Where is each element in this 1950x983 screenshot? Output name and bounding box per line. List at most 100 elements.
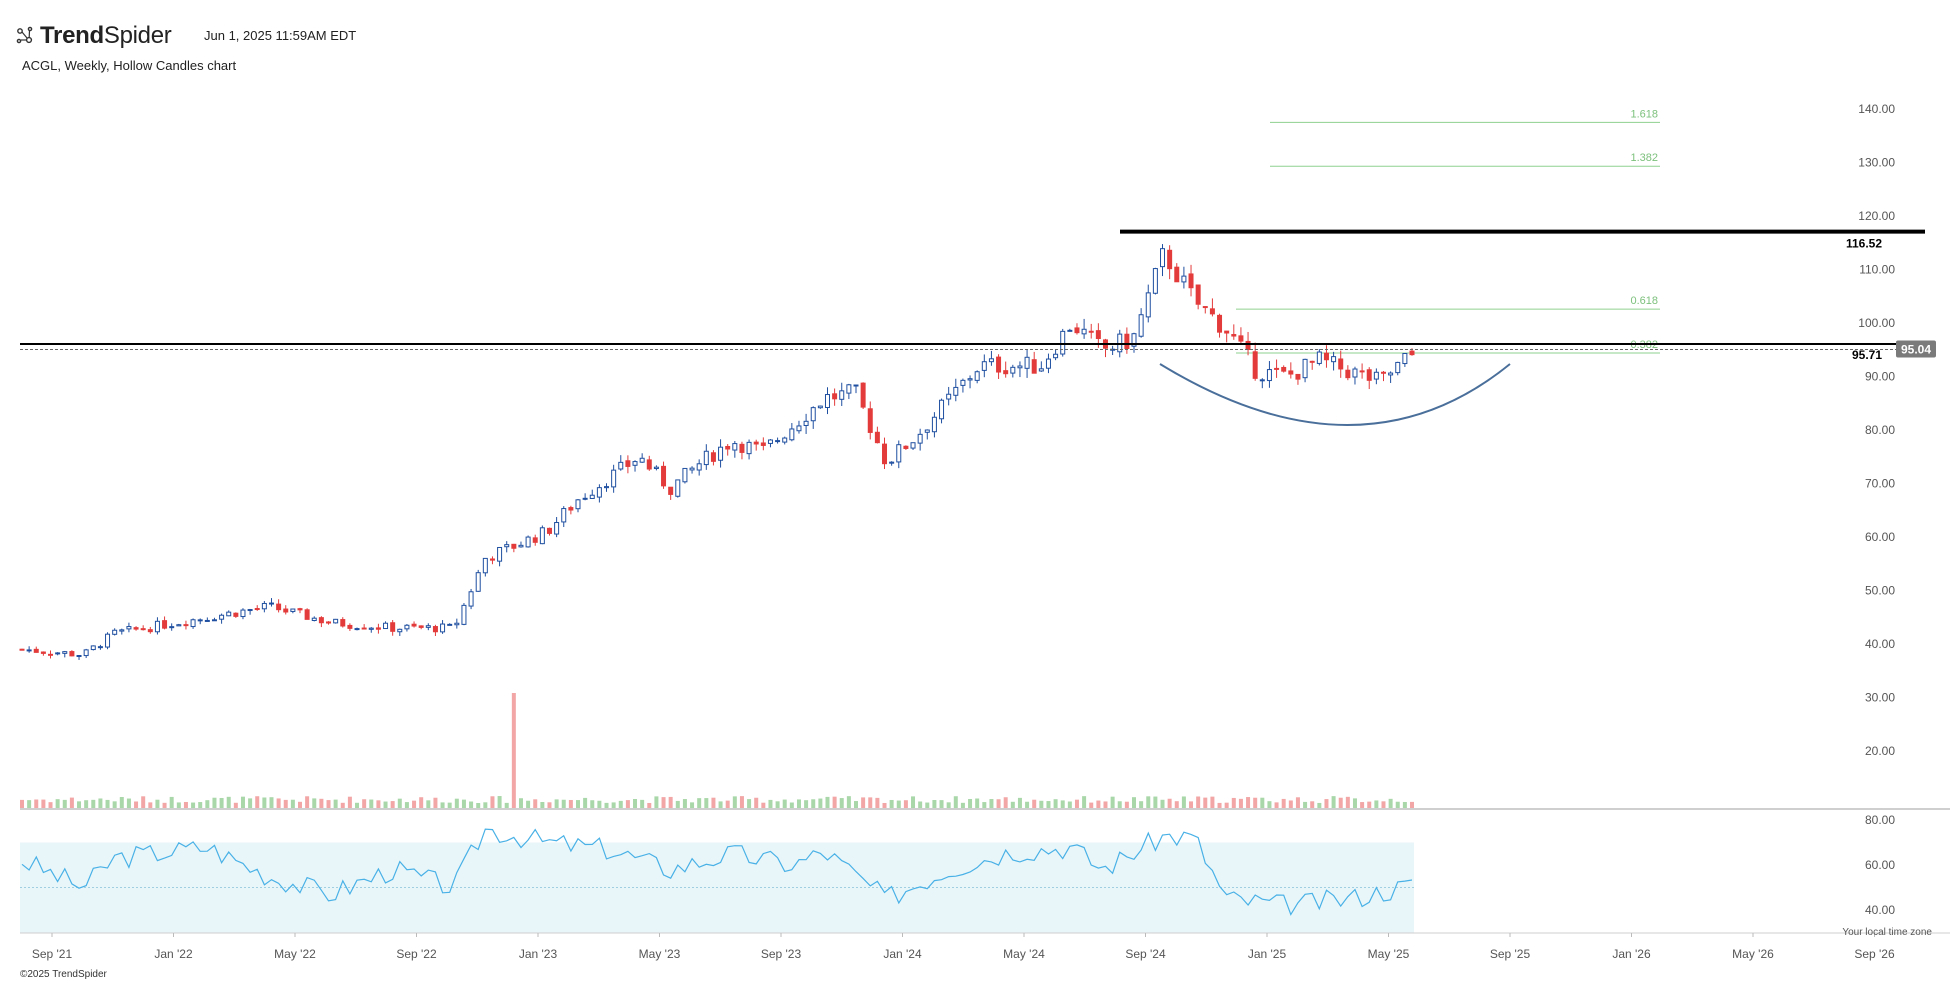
candle-body (988, 358, 994, 363)
volume-bar (77, 801, 82, 808)
candle-body (817, 405, 823, 409)
candle-body (261, 602, 267, 610)
volume-bar (854, 801, 858, 808)
volume-bar (212, 797, 217, 808)
volume-bar (839, 798, 844, 808)
volume-bar (290, 799, 295, 808)
candle-body (383, 622, 389, 630)
volume-bar (412, 800, 417, 808)
price-tick-label: 50.00 (1865, 584, 1895, 598)
candle-body (1352, 368, 1358, 378)
volume-bar (611, 802, 616, 808)
brand-name: TrendSpider (40, 22, 172, 49)
volume-bar (483, 802, 488, 808)
candle-body (397, 628, 403, 633)
rsi-tick-label: 80.00 (1865, 813, 1895, 827)
volume-bar (1189, 801, 1194, 808)
volume-bar (796, 799, 801, 808)
candle-body (853, 384, 859, 387)
candle-body (1409, 350, 1415, 356)
volume-bar (996, 799, 1001, 808)
volume-bar (1067, 801, 1072, 808)
volume-bar (911, 796, 916, 808)
candle-body (1209, 308, 1215, 315)
time-tick-label: Jan '22 (154, 947, 193, 961)
candle-body (432, 626, 438, 633)
volume-bar (1324, 799, 1329, 808)
volume-bar (925, 802, 930, 808)
candle-body (1231, 334, 1237, 337)
volume-bar (1253, 797, 1258, 808)
volume-bar (126, 798, 131, 808)
candle-body (1088, 330, 1094, 333)
candle-body (675, 479, 681, 497)
time-tick-label: May '25 (1368, 947, 1410, 961)
candle-body (917, 433, 923, 444)
volume-bar (1139, 801, 1144, 808)
candle-body (1323, 352, 1329, 361)
volume-bar (1124, 801, 1129, 808)
fib-level-label: 1.382 (1630, 152, 1658, 164)
volume-bar (782, 799, 787, 808)
volume-bar (1217, 802, 1222, 808)
candle-body (546, 527, 552, 534)
volume-bar (1167, 798, 1172, 808)
candle-body (710, 452, 716, 462)
candle-body (90, 645, 96, 651)
volume-bar (1274, 802, 1279, 808)
candle-body (276, 603, 282, 611)
volume-bar (597, 800, 602, 808)
candle-body (347, 624, 353, 629)
volume-bar (476, 802, 481, 808)
volume-bar (1160, 799, 1165, 808)
volume-bar (1410, 801, 1414, 808)
candle-body (226, 611, 232, 617)
volume-bar (191, 802, 196, 808)
fib-level-label: 0.382 (1630, 339, 1658, 351)
candle-body (1259, 379, 1265, 382)
candle-body (268, 602, 274, 605)
candle-body (1388, 372, 1394, 376)
volume-bar (454, 798, 459, 808)
volume-bar (112, 801, 117, 808)
candle-body (668, 486, 674, 495)
time-tick-label: Sep '23 (761, 947, 802, 961)
candle-body (568, 507, 574, 511)
candle-body (703, 450, 709, 466)
candle-body (240, 609, 246, 618)
trendspider-logo[interactable]: TrendSpider (14, 22, 172, 50)
candle-body (946, 393, 952, 400)
cup-pattern-arc (1159, 363, 1511, 426)
volume-bar (340, 802, 345, 808)
candle-body (582, 497, 588, 500)
volume-bar (69, 797, 74, 808)
volume-bar (989, 799, 994, 808)
candle-body (233, 612, 239, 617)
volume-bar (1367, 801, 1372, 808)
candle-body (1181, 275, 1187, 283)
time-tick-label: Jan '23 (519, 947, 558, 961)
candle-body (1074, 327, 1080, 334)
price-tick-label: 40.00 (1865, 637, 1895, 651)
volume-bar (440, 802, 445, 808)
candle-body (1309, 360, 1315, 363)
candle-body (896, 444, 902, 463)
volume-bar (447, 802, 452, 808)
volume-bar (369, 799, 374, 808)
time-tick-label: May '26 (1732, 947, 1774, 961)
time-tick-label: Sep '26 (1854, 947, 1895, 961)
candle-body (69, 651, 75, 657)
candle-body (1152, 268, 1158, 294)
candle-body (960, 379, 966, 386)
candle-body (1060, 330, 1066, 355)
candle-body (1160, 248, 1166, 268)
volume-bar (1203, 797, 1208, 808)
candle-body (767, 439, 773, 444)
candle-body (304, 609, 310, 620)
volume-bar (1345, 796, 1350, 808)
volume-bar (789, 802, 794, 808)
candle-body (1224, 330, 1230, 334)
candle-body (418, 625, 424, 628)
candle-body (1245, 340, 1251, 350)
